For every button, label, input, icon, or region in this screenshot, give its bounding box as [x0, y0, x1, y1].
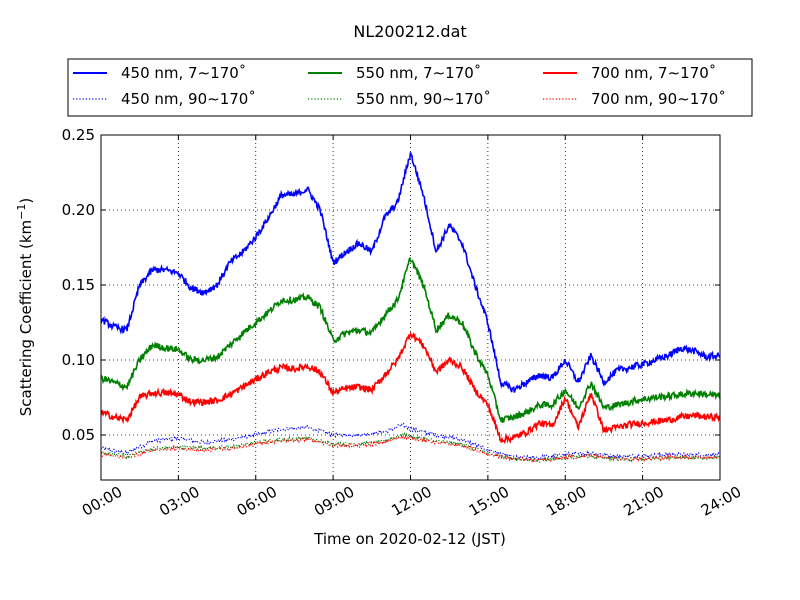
y-axis-label-close: ): [17, 198, 35, 204]
x-tick-label: 21:00: [621, 483, 667, 520]
legend-label: 700 nm, 90∼170˚: [591, 90, 726, 108]
x-tick-label: 09:00: [311, 483, 357, 520]
y-tick-label: 0.05: [62, 426, 95, 444]
x-tick-label: 24:00: [698, 483, 744, 520]
chart-title: NL200212.dat: [353, 22, 466, 41]
legend-label: 550 nm, 90∼170˚: [356, 90, 491, 108]
y-axis-label-group: Scattering Coefficient (km−1): [15, 198, 35, 417]
legend-label: 450 nm, 7∼170˚: [121, 64, 246, 82]
series-line-4: [100, 331, 721, 445]
y-axis-label-text: Scattering Coefficient (km: [17, 220, 35, 416]
x-tick-label: 15:00: [466, 483, 512, 520]
series-line-2: [100, 257, 721, 424]
series-line-5: [100, 434, 721, 464]
series-lines: [100, 152, 721, 464]
y-axis-ticks: 0.05 0.10 0.15 0.20 0.25: [62, 126, 720, 444]
x-tick-label: 06:00: [234, 483, 280, 520]
x-axis-label: Time on 2020-02-12 (JST): [313, 530, 506, 548]
legend-label: 700 nm, 7∼170˚: [591, 64, 716, 82]
x-tick-label: 12:00: [388, 483, 434, 520]
legend-label: 450 nm, 90∼170˚: [121, 90, 256, 108]
series-line-3: [100, 431, 721, 464]
legend-label: 550 nm, 7∼170˚: [356, 64, 481, 82]
x-tick-label: 00:00: [79, 483, 125, 520]
y-axis-label-exponent: −1: [15, 204, 28, 220]
series-line-0: [100, 152, 721, 393]
legend: 450 nm, 7∼170˚ 450 nm, 90∼170˚ 550 nm, 7∼1…: [73, 64, 726, 108]
y-tick-label: 0.10: [62, 351, 95, 369]
grid-lines: [101, 134, 720, 480]
x-tick-label: 18:00: [543, 483, 589, 520]
x-tick-label: 03:00: [156, 483, 202, 520]
legend-box: [67, 58, 753, 117]
y-axis-label: Scattering Coefficient (km−1): [15, 198, 35, 417]
y-tick-label: 0.20: [62, 201, 95, 219]
y-tick-label: 0.15: [62, 276, 95, 294]
y-tick-label: 0.25: [62, 126, 95, 144]
